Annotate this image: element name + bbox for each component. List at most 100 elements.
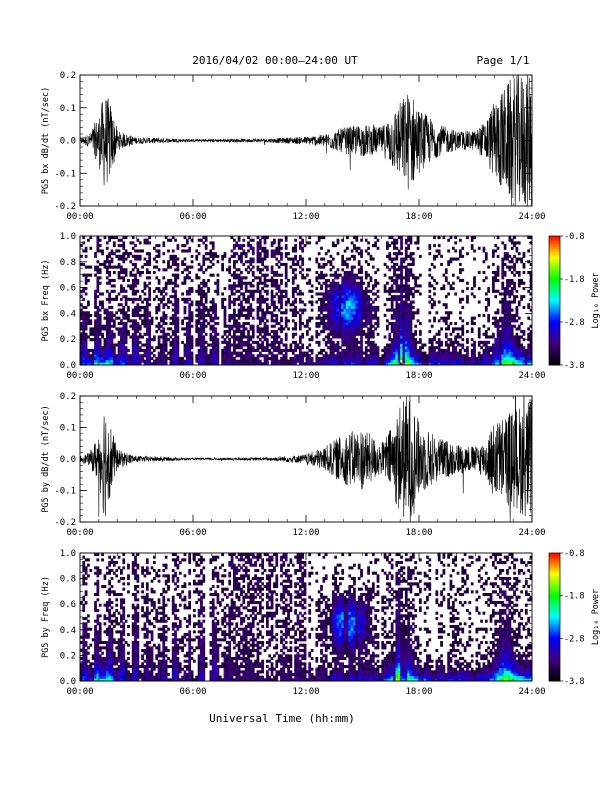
spectrogram-cell — [518, 344, 521, 347]
spectrogram-cell — [245, 260, 248, 263]
spectrogram-cell — [99, 244, 102, 247]
spectrogram-cell — [242, 354, 245, 357]
spectrogram-cell — [320, 276, 323, 279]
spectrogram-cell — [485, 357, 488, 360]
spectrogram-cell — [198, 317, 201, 320]
spectrogram-cell — [410, 236, 413, 239]
spectrogram-cell — [271, 330, 274, 333]
spectrogram-cell — [271, 314, 274, 317]
spectrogram-cell — [94, 335, 97, 338]
spectrogram-cell — [351, 354, 354, 357]
spectrogram-cell — [499, 317, 502, 320]
spectrogram-cell — [202, 354, 205, 357]
spectrogram-cell — [428, 338, 431, 341]
spectrogram-cell — [224, 319, 227, 322]
spectrogram-cell — [403, 357, 406, 360]
spectrogram-cell — [169, 279, 172, 282]
spectrogram-cell — [257, 258, 260, 261]
spectrogram-cell — [353, 330, 356, 333]
spectrogram-cell — [297, 357, 300, 360]
spectrogram-cell — [346, 360, 349, 363]
spectrogram-cell — [266, 303, 269, 306]
spectrogram-cell — [516, 319, 519, 322]
spectrogram-cell — [412, 311, 415, 314]
spectrogram-cell — [146, 341, 149, 344]
spectrogram-cell — [106, 330, 109, 333]
spectrogram-cell — [332, 344, 335, 347]
spectrogram-cell — [322, 282, 325, 285]
spectrogram-cell — [294, 314, 297, 317]
spectrogram-cell — [122, 306, 125, 309]
spectrogram-cell — [398, 319, 401, 322]
spectrogram-cell — [332, 330, 335, 333]
spectrogram-cell — [250, 303, 253, 306]
spectrogram-cell — [252, 317, 255, 320]
spectrogram-cell — [367, 314, 370, 317]
spectrogram-cell — [428, 341, 431, 344]
spectrogram-cell — [353, 282, 356, 285]
spectrogram-cell — [410, 301, 413, 304]
spectrogram-cell — [405, 252, 408, 255]
spectrogram-cell — [377, 306, 380, 309]
spectrogram-cell — [231, 292, 234, 295]
spectrogram-cell — [132, 236, 135, 239]
spectrogram-cell — [167, 327, 170, 330]
spectrogram-cell — [141, 301, 144, 304]
spectrogram-cell — [457, 354, 460, 357]
spectrogram-cell — [245, 341, 248, 344]
spectrogram-cell — [125, 354, 128, 357]
spectrogram-cell — [82, 574, 85, 577]
spectrogram-cell — [325, 335, 328, 338]
spectrogram-cell — [334, 335, 337, 338]
spectrogram-cell — [367, 360, 370, 363]
spectrogram-cell — [506, 360, 509, 363]
spectrogram-cell — [226, 341, 229, 344]
spectrogram-cell — [205, 314, 208, 317]
spectrogram-cell — [278, 260, 281, 263]
spectrogram-cell — [226, 330, 229, 333]
spectrogram-cell — [242, 298, 245, 301]
spectrogram-cell — [499, 338, 502, 341]
spectrogram-cell — [101, 335, 104, 338]
spectrogram-cell — [299, 247, 302, 250]
spectrogram-cell — [320, 284, 323, 287]
spectrogram-cell — [257, 341, 260, 344]
spectrogram-cell — [155, 276, 158, 279]
spectrogram-cell — [398, 327, 401, 330]
spectrogram-cell — [492, 333, 495, 336]
spectrogram-cell — [377, 333, 380, 336]
spectrogram-cell — [238, 327, 241, 330]
spectrogram-cell — [339, 274, 342, 277]
spectrogram-cell — [111, 338, 114, 341]
spectrogram-cell — [395, 346, 398, 349]
spectrogram-cell — [207, 290, 210, 293]
spectrogram-cell — [87, 301, 90, 304]
spectrogram-cell — [431, 306, 434, 309]
spectrogram-cell — [412, 335, 415, 338]
spectrogram-cell — [466, 330, 469, 333]
spectrogram-cell — [351, 322, 354, 325]
spectrogram-cell — [405, 311, 408, 314]
spectrogram-cell — [120, 258, 123, 261]
spectrogram-cell — [395, 295, 398, 298]
spectrogram-cell — [351, 330, 354, 333]
spectrogram-cell — [280, 357, 283, 360]
spectrogram-cell — [99, 354, 102, 357]
spectrogram-cell — [231, 290, 234, 293]
spectrogram-cell — [294, 263, 297, 266]
spectrogram-cell — [344, 352, 347, 355]
spectrogram-cell — [259, 252, 262, 255]
spectrogram-cell — [492, 276, 495, 279]
spectrogram-cell — [358, 317, 361, 320]
spectrogram-cell — [520, 279, 523, 282]
spectrogram-cell — [273, 325, 276, 328]
spectrogram-cell — [85, 319, 88, 322]
spectrogram-cell — [351, 333, 354, 336]
spectrogram-cell — [325, 341, 328, 344]
spectrogram-cell — [332, 309, 335, 312]
spectrogram-cell — [233, 322, 236, 325]
spectrogram-cell — [252, 279, 255, 282]
spectrogram-cell — [513, 349, 516, 352]
spectrogram-cell — [355, 306, 358, 309]
spectrogram-cell — [245, 309, 248, 312]
